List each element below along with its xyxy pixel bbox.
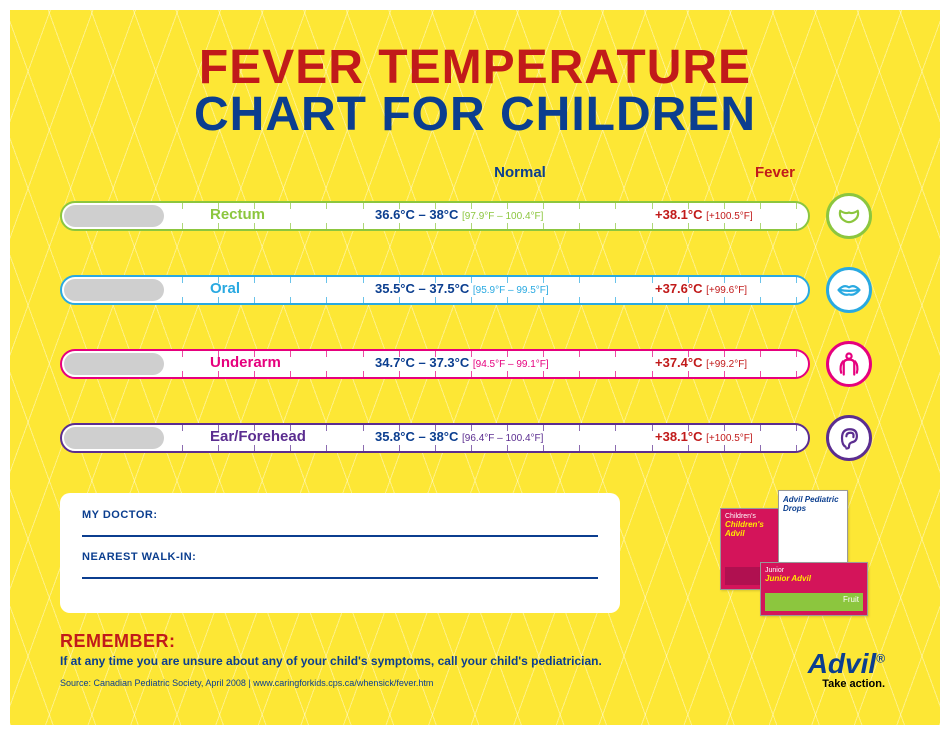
normal-range: 34.7°C – 37.3°C [94.5°F – 99.1°F]: [375, 355, 549, 370]
thermometer-row-oral: Oral 35.5°C – 37.5°C [95.9°F – 99.5°F] +37…: [60, 265, 890, 317]
fever-range: +37.4°C [+99.2°F]: [655, 355, 747, 370]
thermometer-rows: Rectum 36.6°C – 38°C [97.9°F – 100.4°F] +3…: [60, 191, 890, 465]
title-line-2: CHART FOR CHILDREN: [60, 87, 890, 142]
chart-page: FEVER TEMPERATURE CHART FOR CHILDREN Nor…: [10, 10, 940, 725]
walkin-field: NEAREST WALK-IN:: [82, 551, 598, 579]
remember-text: If at any time you are unsure about any …: [60, 654, 760, 668]
fever-range: +38.1°C [+100.5°F]: [655, 429, 753, 444]
walkin-line[interactable]: [82, 565, 598, 579]
brand-logo: Advil® Take action.: [808, 648, 885, 690]
remember-block: REMEMBER: If at any time you are unsure …: [60, 631, 890, 668]
walkin-label: NEAREST WALK-IN:: [82, 551, 598, 563]
doctor-line[interactable]: [82, 523, 598, 537]
info-box: MY DOCTOR: NEAREST WALK-IN:: [60, 493, 620, 613]
column-headers: Normal Fever: [60, 164, 890, 181]
normal-range: 35.5°C – 37.5°C [95.9°F – 99.5°F]: [375, 281, 549, 296]
doctor-label: MY DOCTOR:: [82, 509, 598, 521]
fever-range: +37.6°C [+99.6°F]: [655, 281, 747, 296]
header-normal: Normal: [355, 164, 685, 181]
thermometer-row-rectum: Rectum 36.6°C – 38°C [97.9°F – 100.4°F] +3…: [60, 191, 890, 243]
source-line: Source: Canadian Pediatric Society, Apri…: [60, 678, 890, 688]
fever-range: +38.1°C [+100.5°F]: [655, 207, 753, 222]
thermometer-row-underarm: Underarm 34.7°C – 37.3°C [94.5°F – 99.1°F…: [60, 339, 890, 391]
lips-icon: [826, 267, 872, 313]
arms-icon: [826, 341, 872, 387]
site-label: Ear/Forehead: [210, 428, 306, 445]
doctor-field: MY DOCTOR:: [82, 509, 598, 537]
normal-range: 35.8°C – 38°C [96.4°F – 100.4°F]: [375, 429, 543, 444]
site-label: Rectum: [210, 206, 265, 223]
product-boxes: Children'sChildren's Advil Advil Pediatr…: [720, 490, 880, 620]
diaper-icon: [826, 193, 872, 239]
thermometer-bulb: [64, 427, 164, 449]
product-junior-advil: JuniorJunior Advil Fruit: [760, 562, 868, 616]
normal-range: 36.6°C – 38°C [97.9°F – 100.4°F]: [375, 207, 543, 222]
ear-icon: [826, 415, 872, 461]
thermometer-row-ear-forehead: Ear/Forehead 35.8°C – 38°C [96.4°F – 100.…: [60, 413, 890, 465]
site-label: Oral: [210, 280, 240, 297]
thermometer-bulb: [64, 205, 164, 227]
brand-name: Advil®: [808, 648, 885, 680]
page-title: FEVER TEMPERATURE CHART FOR CHILDREN: [60, 40, 890, 142]
header-fever: Fever: [685, 164, 865, 181]
site-label: Underarm: [210, 354, 281, 371]
thermometer-bulb: [64, 279, 164, 301]
thermometer-bulb: [64, 353, 164, 375]
remember-heading: REMEMBER:: [60, 631, 890, 652]
